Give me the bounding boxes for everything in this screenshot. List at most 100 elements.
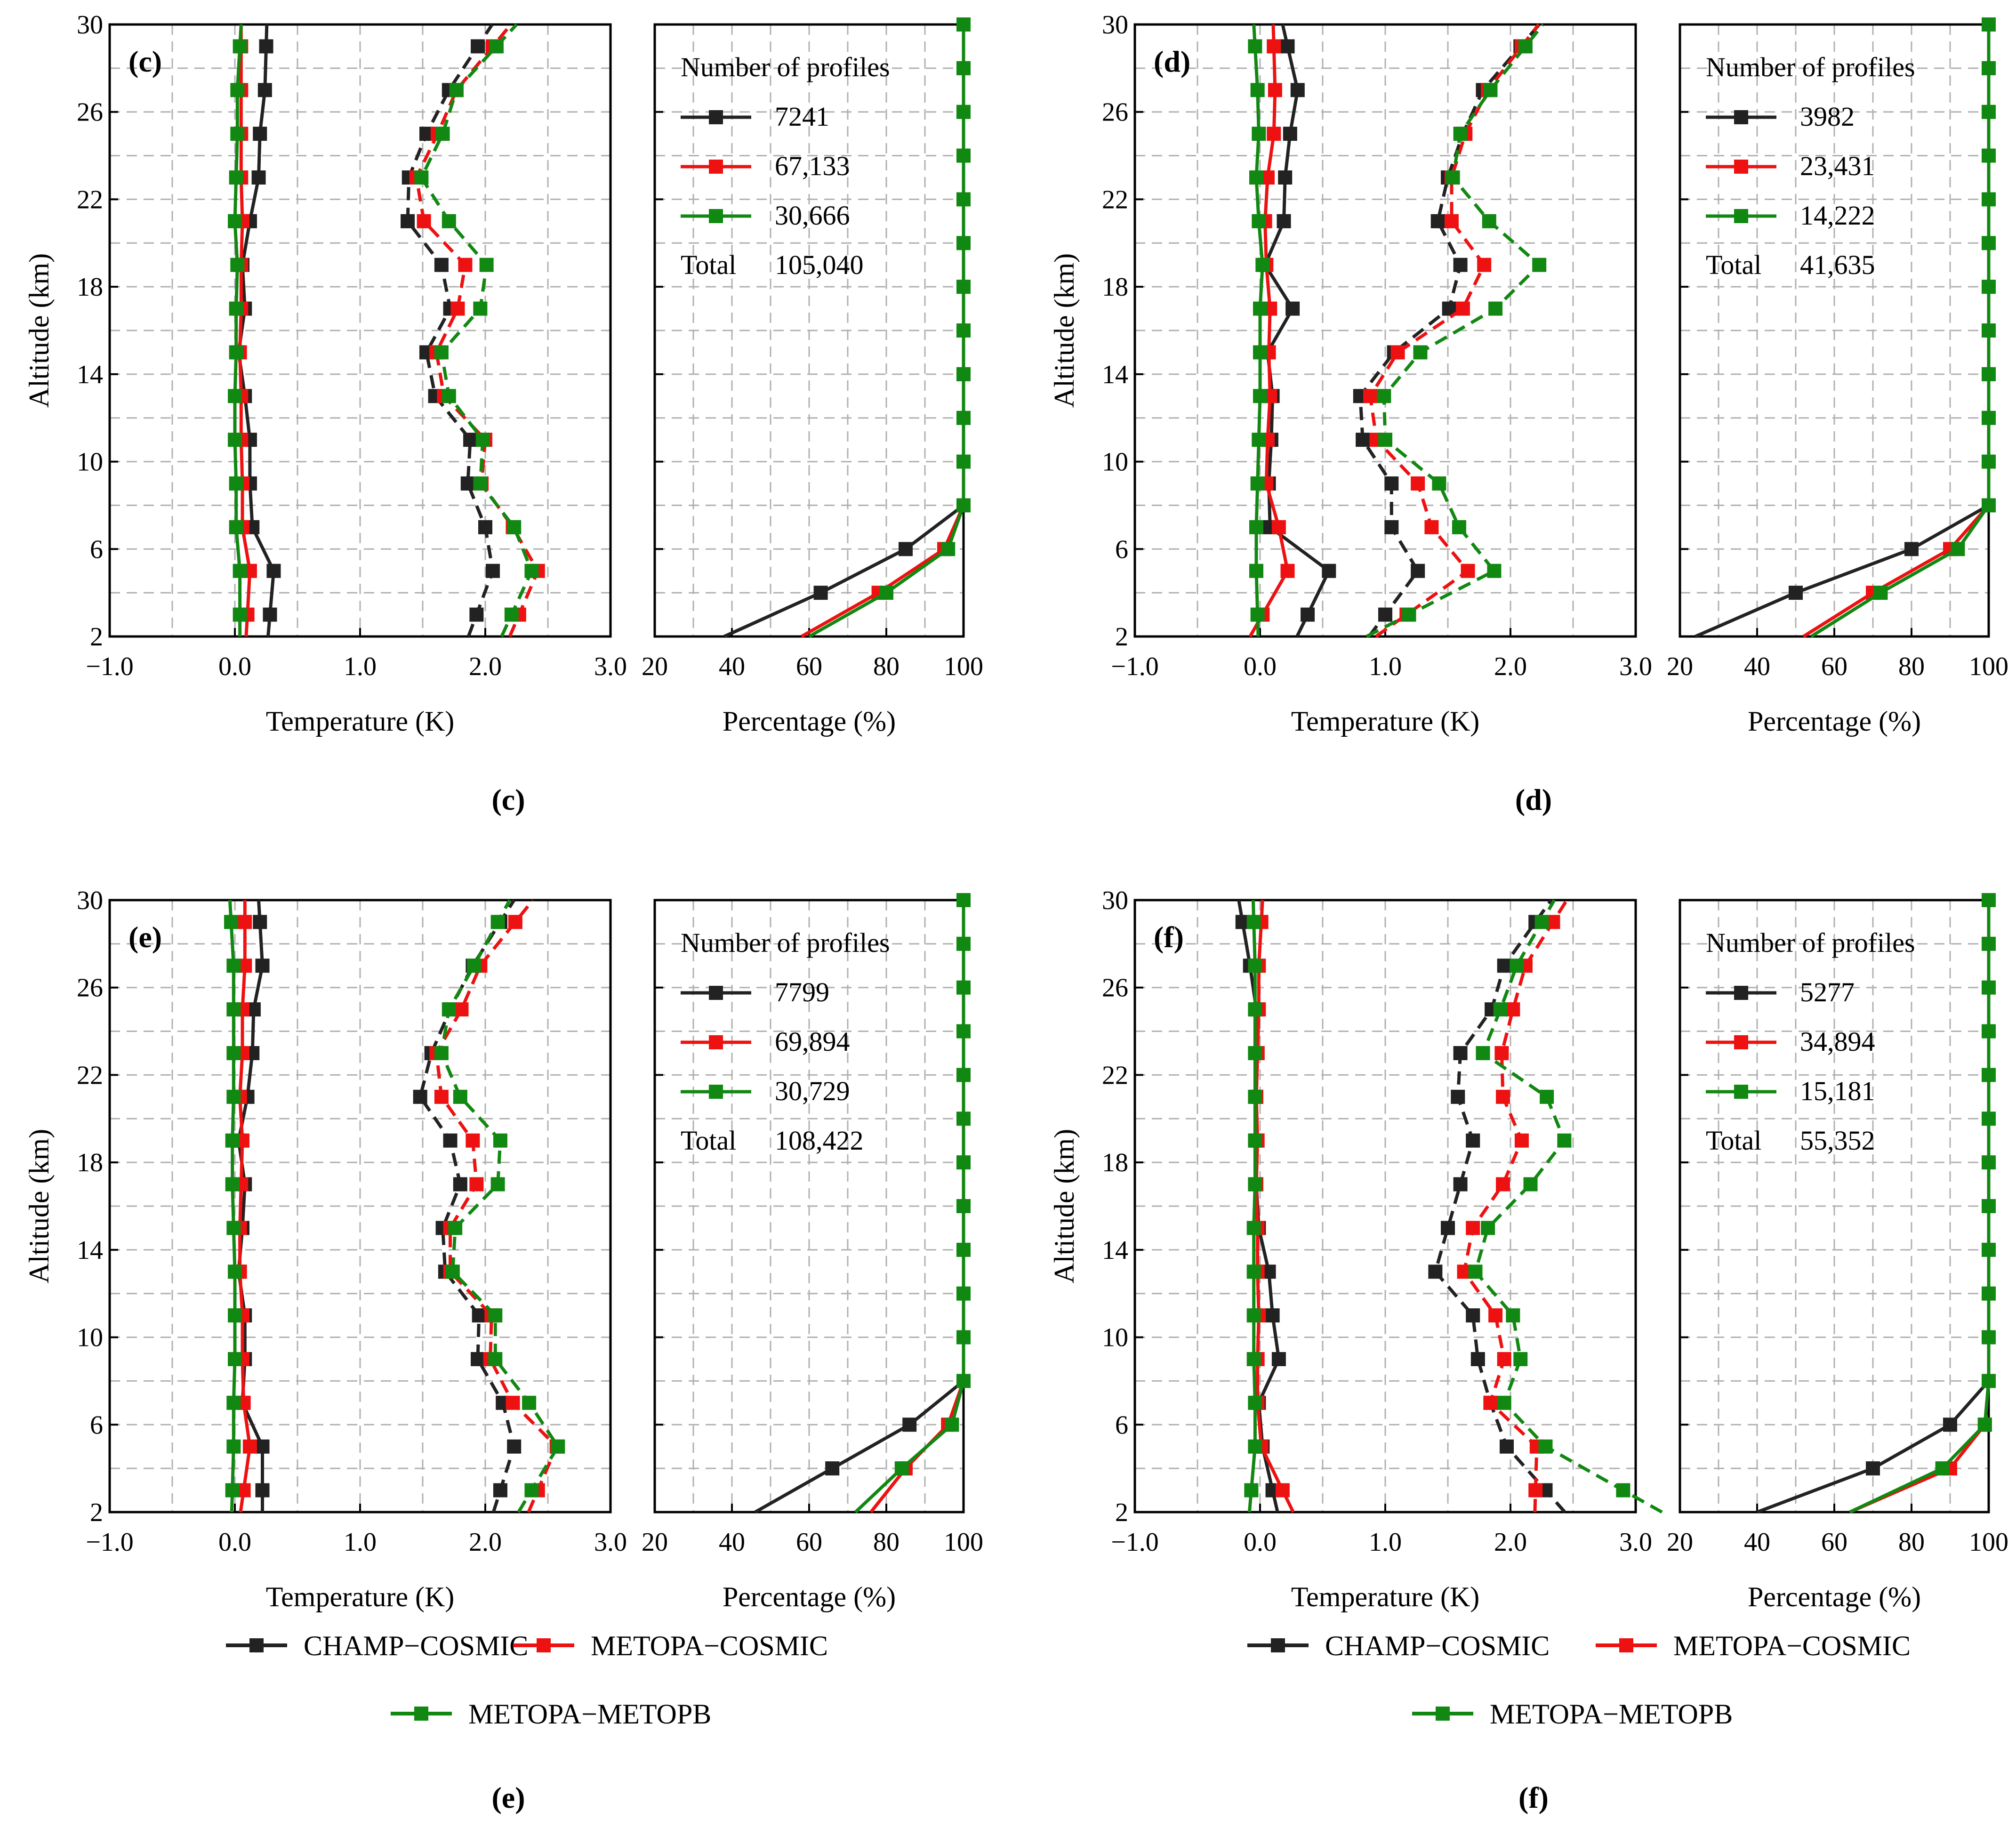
legend-count-champ: 7799 <box>775 977 829 1007</box>
mean-point-champ <box>1290 83 1305 97</box>
percentage-point-metopa_metopb <box>1982 454 1996 469</box>
std-point-champ <box>1378 607 1392 622</box>
profiles-legend: Number of profiles 7799 69,894 30,729 Total 1… <box>681 927 890 1156</box>
std-point-champ <box>507 1439 522 1454</box>
y-tick-label: 6 <box>1115 535 1128 564</box>
mean-line-champ <box>1263 24 1331 637</box>
std-point-metopa_metopb <box>448 1221 463 1235</box>
std-point-metopa_metopb <box>507 520 522 534</box>
legend-title: Number of profiles <box>681 927 890 958</box>
std-point-metopa_metopb <box>1616 1483 1630 1498</box>
y-tick-label: 10 <box>77 448 103 477</box>
percentage-x-axis: 20 40 60 80 100 Percentage (%) <box>1667 1504 2008 1612</box>
y-tick-label: 26 <box>1102 98 1128 127</box>
gridlines <box>1135 24 1989 636</box>
mean-point-metopa_metopb <box>226 1089 241 1104</box>
std-point-champ <box>1470 1352 1485 1366</box>
mean-point-metopa_metopb <box>233 39 247 54</box>
percentage-point-metopa_metopb <box>956 454 971 469</box>
mean-point-metopa_metopb <box>1252 127 1266 141</box>
std-point-metopa_metopb <box>1506 1308 1520 1323</box>
std-point-champ <box>460 476 475 491</box>
mean-point-metopa_metopb <box>228 214 242 228</box>
std-point-champ <box>1500 1439 1514 1454</box>
percentage-point-metopa_metopb <box>956 980 971 995</box>
std-point-champ <box>1411 564 1425 578</box>
std-point-champ <box>469 607 484 622</box>
temperature-x-axis: −1.0 0.0 1.0 2.0 3.0 Temperature (K) <box>86 1504 627 1612</box>
mean-point-metopa_metopb <box>229 170 243 185</box>
percentage-point-metopa_metopb <box>956 148 971 163</box>
percentage-point-metopa_metopb <box>1982 893 1996 907</box>
legend-total-value: 41,635 <box>1800 250 1875 280</box>
mean-point-metopa_metopb <box>226 1439 241 1454</box>
mean-point-metopa_metopb <box>233 564 247 578</box>
mean-point-metopa_metopb <box>228 433 242 447</box>
mean-point-metopa_cosmic <box>1275 1483 1290 1498</box>
percentage-point-metopa_metopb <box>956 280 971 294</box>
std-point-metopa_metopb <box>1452 520 1466 534</box>
std-point-metopa_metopb <box>434 1046 449 1060</box>
x-tick-label: 100 <box>1969 652 2008 681</box>
mean-point-metopa_metopb <box>1252 214 1266 228</box>
percentage-point-metopa_metopb <box>1977 1417 1992 1432</box>
legend-marker-champ <box>709 110 723 124</box>
percentage-point-champ <box>825 1461 840 1476</box>
std-point-champ <box>413 1089 427 1104</box>
mean-point-metopa_metopb <box>1246 1352 1261 1366</box>
std-point-metopa_cosmic <box>434 1089 449 1104</box>
percentage-point-metopa_metopb <box>1982 105 1996 119</box>
series-metopa_metopb <box>228 23 539 637</box>
y-tick-label: 22 <box>1102 185 1128 214</box>
percentage-point-metopa_metopb <box>956 1068 971 1082</box>
mean-point-metopa_cosmic <box>242 1439 257 1454</box>
y-tick-label: 2 <box>1115 622 1128 652</box>
std-line-metopa_cosmic <box>1368 23 1540 638</box>
legend-marker-metopa_cosmic <box>1734 1035 1748 1049</box>
mean-point-metopa_metopb <box>226 958 241 973</box>
std-point-metopa_metopb <box>1532 258 1547 272</box>
x-tick-label: 20 <box>642 652 668 681</box>
std-point-champ <box>1453 258 1468 272</box>
mean-point-metopa_metopb <box>1250 83 1265 97</box>
std-point-metopa_cosmic <box>1477 258 1492 272</box>
x-tick-label: 3.0 <box>594 1528 627 1557</box>
std-point-champ <box>434 258 449 272</box>
legend-marker-metopa-cosmic <box>1619 1638 1633 1652</box>
y-tick-label: 10 <box>77 1323 103 1353</box>
percentage-point-champ <box>1866 1461 1880 1476</box>
legend-marker-champ <box>709 986 723 1000</box>
std-point-metopa_metopb <box>1377 389 1391 403</box>
std-point-metopa_cosmic <box>1514 1133 1529 1148</box>
percentage-point-metopa_metopb <box>1982 498 1996 513</box>
std-point-metopa_metopb <box>1432 476 1446 491</box>
std-line-metopa_metopb <box>419 23 534 637</box>
percentage-series-metopa_metopb <box>1849 893 1996 1514</box>
std-line-metopa_metopb <box>1473 899 1663 1514</box>
legend-title: Number of profiles <box>681 52 890 82</box>
std-point-champ <box>471 1352 485 1366</box>
std-point-champ <box>443 1133 458 1148</box>
percentage-axis-label: Percentage (%) <box>1748 1581 1921 1612</box>
legend-label-champ: CHAMP−COSMIC <box>1325 1630 1550 1661</box>
temperature-axis-label: Temperature (K) <box>1291 706 1480 737</box>
std-point-champ <box>1430 214 1445 228</box>
percentage-x-axis: 20 40 60 80 100 Percentage (%) <box>1667 628 2008 737</box>
mean-point-metopa_metopb <box>225 1483 240 1498</box>
std-line-champ <box>1358 23 1541 638</box>
mean-line-metopa_cosmic <box>238 24 252 637</box>
x-tick-label: −1.0 <box>1111 1528 1159 1557</box>
legend-total-label: Total <box>1706 250 1761 280</box>
std-point-metopa_metopb <box>493 1133 507 1148</box>
percentage-point-metopa_metopb <box>1982 148 1996 163</box>
mean-point-champ <box>255 1483 270 1498</box>
mean-point-champ <box>1322 564 1336 578</box>
mean-line-metopa_cosmic <box>1254 900 1295 1513</box>
mean-point-metopa_metopb <box>233 607 247 622</box>
mean-point-champ <box>251 170 266 185</box>
mean-point-metopa_metopb <box>1248 1439 1262 1454</box>
mean-point-metopa_metopb <box>1250 607 1265 622</box>
y-tick-label: 22 <box>77 185 103 214</box>
